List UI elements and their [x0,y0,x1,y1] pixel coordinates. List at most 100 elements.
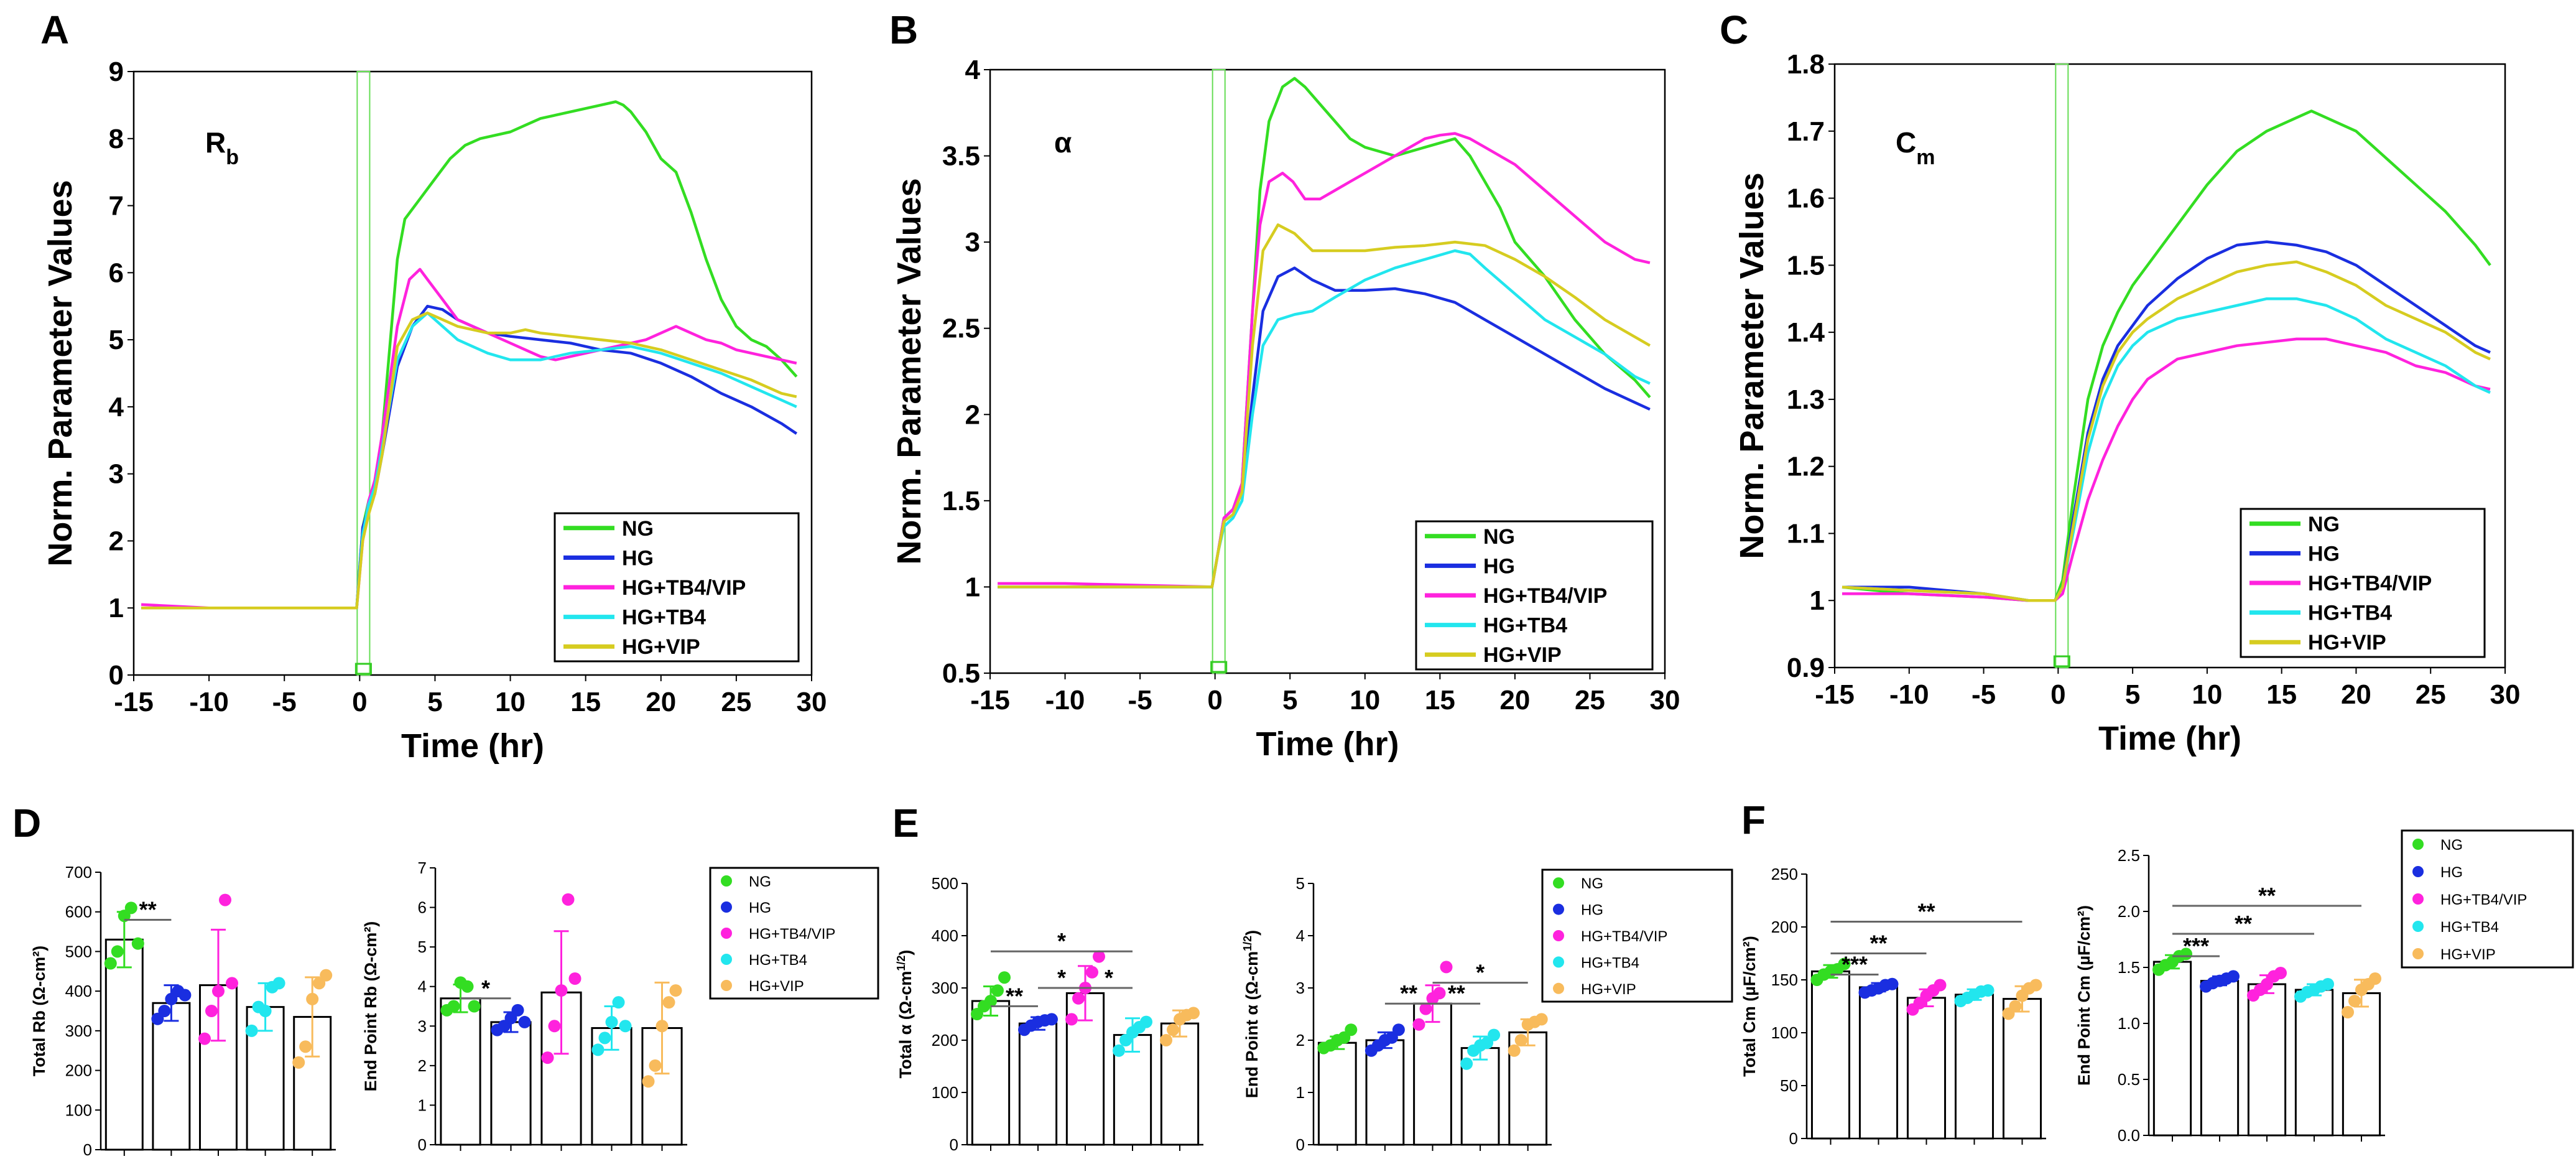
data-point-hg-tb4-vip [562,893,575,906]
y-tick-label: 500 [65,942,92,961]
significance-label: ** [2258,883,2276,908]
legend-label-hg-tb4-vip: HG+TB4/VIP [1581,928,1667,945]
legend-dot-ng [721,875,732,887]
bar-hg-tb4-vip [2247,983,2287,1137]
legend: NG HG HG+TB4/VIP HG+TB4 HG+VIP [2240,508,2486,658]
data-point-hg-tb4 [245,1024,258,1037]
data-point-hg-tb4 [1140,1015,1152,1028]
x-tick-label: -15 [970,685,1010,715]
y-tick-label: 1.5 [942,486,980,516]
legend-label-ng: NG [2440,837,2463,854]
dot-legend: NG HG HG+TB4/VIP HG+TB4 HG+VIP [709,867,879,1000]
y-tick-label: 8 [109,124,124,154]
y-tick-label: 5 [1296,874,1305,893]
series-line-hg-tb4-vip [998,132,1651,589]
y-tick-label: 200 [932,1031,958,1050]
x-tick-label: 25 [721,687,751,717]
x-tick-label: -5 [1128,685,1152,715]
y-axis-title: Norm. Parameter Values [42,180,79,566]
x-tick-label: -15 [114,687,154,717]
legend-dot-hg-tb4 [721,954,732,965]
x-tick-label: -10 [1045,685,1085,715]
stimulus-marker [356,71,371,676]
y-tick-label: 700 [65,863,92,882]
legend-dot-hg-tb4 [2412,921,2424,932]
legend-dot-hg-vip [1553,982,1564,994]
y-tick-label: 6 [418,898,427,917]
significance-label: * [1105,965,1113,990]
legend-label-hg-tb4-vip: HG+TB4/VIP [749,926,835,943]
x-tick-label: 10 [2192,679,2222,710]
legend-label-hg: HG [2440,864,2463,881]
data-point-hg-tb4-vip [541,1051,554,1064]
y-tick-label: 0 [1296,1135,1305,1154]
bar-hg-tb4 [1954,994,1995,1140]
legend-label-hg-tb4: HG+TB4 [749,952,807,969]
data-point-hg-vip [306,992,319,1005]
legend-label-ng: NG [1483,525,1515,549]
legend-dot-hg-vip [721,980,732,991]
data-point-hg-tb4 [598,1031,611,1045]
significance-label: ** [1917,899,1935,924]
legend-label-hg: HG [622,546,654,570]
x-tick-label: 5 [1282,685,1297,715]
data-point-ng [998,971,1011,984]
data-point-ng [985,995,997,1007]
legend: NG HG HG+TB4/VIP HG+TB4 HG+VIP [1415,520,1654,671]
plot-frame [132,70,813,676]
x-tick-label: 10 [495,687,526,717]
data-point-hg-tb4 [612,996,625,1009]
significance-label: ** [1006,983,1023,1008]
data-point-hg-vip [1160,1034,1172,1046]
legend-dot-hg-tb4 [1553,956,1564,968]
legend-label-ng: NG [749,873,771,890]
x-tick-label: -10 [189,687,229,717]
x-tick-label: 30 [1650,685,1680,715]
x-tick-label: 0 [352,687,367,717]
data-point-ng [131,937,144,950]
data-point-hg-vip [320,969,333,982]
legend-dot-ng [1553,877,1564,889]
legend-label-hg: HG [749,900,771,916]
y-tick-label: 500 [932,874,958,893]
y-tick-label: 3.5 [942,141,980,172]
data-point-hg-vip [2342,1006,2354,1018]
y-tick-label: 100 [65,1101,92,1119]
bar-hg [152,1002,191,1151]
data-point-hg-tb4-vip [548,1020,561,1033]
data-point-hg-tb4 [1981,984,1995,997]
data-point-hg-tb4 [272,977,285,990]
x-tick-label: 30 [2490,679,2521,710]
y-tick-label: 1.8 [1787,49,1825,80]
y-tick-label: 400 [65,982,92,1000]
series-line-hg-vip [998,223,1651,589]
y-axis-title: Total α (Ω-cm1/2) [895,950,915,1079]
data-point-hg-tb4-vip [1419,1002,1432,1015]
data-point-ng [468,1000,481,1013]
y-tick-label: 3 [1296,979,1305,997]
x-tick-label: 20 [2341,679,2371,710]
bar-hg [1365,1039,1405,1146]
bar-hg [1858,986,1899,1140]
y-tick-label: 50 [1780,1076,1798,1095]
significance-label: * [481,975,490,1001]
y-tick-label: 1.5 [1787,250,1825,281]
y-tick-label: 0.5 [2118,1070,2140,1089]
data-point-hg-vip [2348,995,2361,1007]
y-tick-label: 1 [418,1096,427,1114]
y-tick-label: 0.5 [942,658,980,689]
plot-frame [989,68,1666,674]
y-tick-label: 2 [418,1056,427,1075]
data-point-hg-vip [2029,979,2042,992]
legend-label-hg-vip: HG+VIP [2308,631,2386,654]
bar-ng [971,1000,1011,1146]
data-point-hg-vip [662,996,675,1009]
legend: NG HG HG+TB4/VIP HG+TB4 HG+VIP [554,512,800,663]
data-point-hg-tb4-vip [226,977,238,990]
legend-label-hg-tb4: HG+TB4 [1581,954,1639,971]
x-tick-label: 20 [646,687,676,717]
bar-hg [1018,1022,1058,1146]
dot-legend: NG HG HG+TB4/VIP HG+TB4 HG+VIP [1541,868,1733,1003]
